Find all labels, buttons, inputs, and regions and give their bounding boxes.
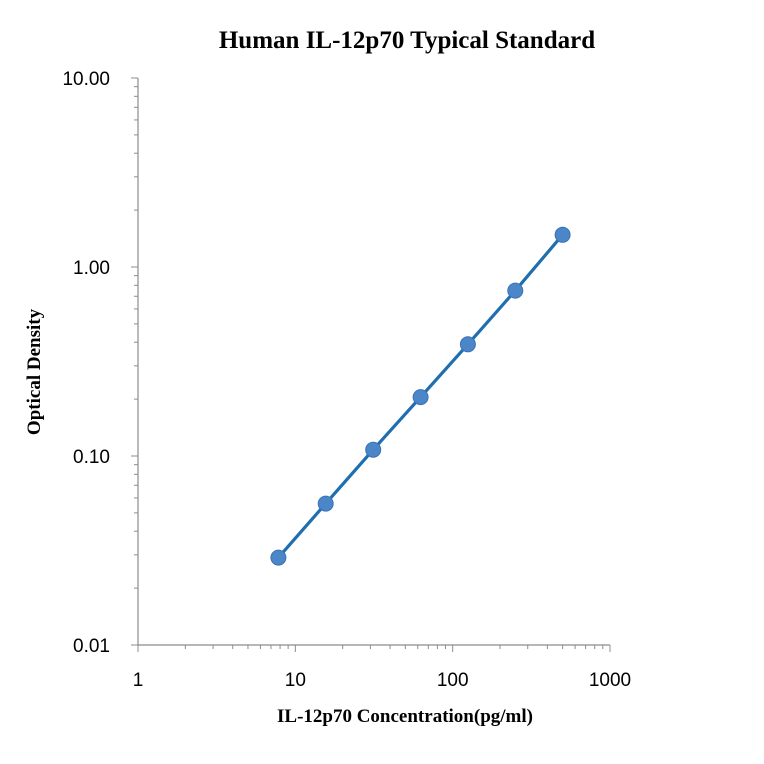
x-tick-label: 10 <box>285 670 306 691</box>
x-tick-label: 100 <box>437 670 469 691</box>
data-point <box>270 549 287 566</box>
x-tick-label: 1 <box>133 670 144 691</box>
data-point <box>412 389 429 406</box>
x-tick-label: 1000 <box>589 670 631 691</box>
y-tick-label: 1.00 <box>73 258 110 279</box>
x-axis-ticks: 1 10 100 1000 <box>133 645 631 691</box>
data-series <box>270 226 571 566</box>
y-tick-label: 0.01 <box>73 636 110 657</box>
data-point <box>459 336 476 353</box>
axes <box>137 78 610 646</box>
chart-title: Human IL-12p70 Typical Standard <box>219 27 595 54</box>
data-point <box>554 226 571 243</box>
y-axis-ticks: 0.01 0.10 1.00 10.00 <box>62 69 138 657</box>
y-axis-title: Optical Density <box>24 308 45 435</box>
data-point <box>365 441 382 458</box>
x-axis-title: IL-12p70 Concentration(pg/ml) <box>277 706 533 727</box>
data-point <box>507 282 524 299</box>
y-tick-label: 10.00 <box>62 69 110 90</box>
y-tick-label: 0.10 <box>73 447 110 468</box>
data-point <box>317 495 334 512</box>
